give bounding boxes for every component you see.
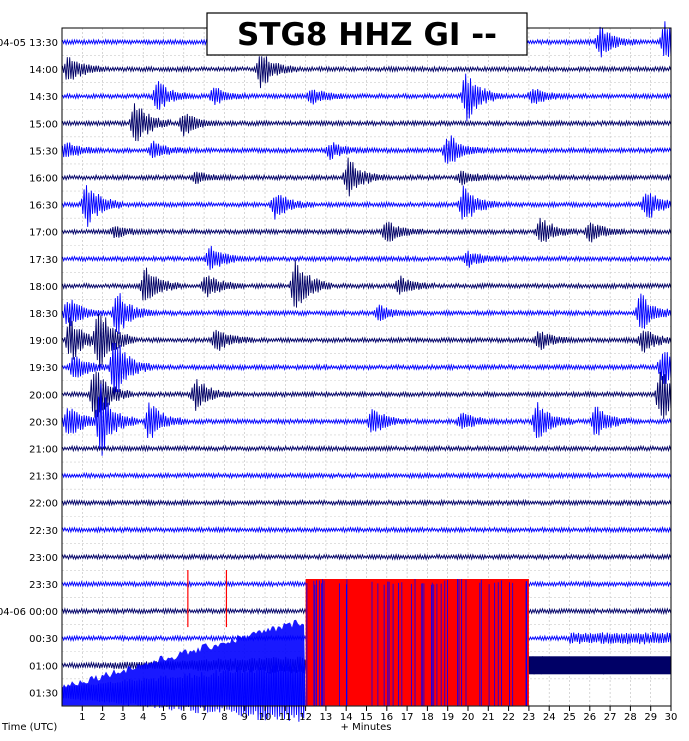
saturated-signal-block [305,579,529,706]
x-tick-label: 15 [360,712,373,723]
trace-row [62,185,672,227]
seismic-traces [62,21,672,722]
time-axis-labels: 04-05 13:30 14:00 14:30 15:00 15:30 16:00 16:3… [0,38,58,699]
x-tick-label: 14 [340,712,353,723]
chart-title: STG8 HHZ GI -- [237,17,497,53]
x-tick-label: 4 [140,712,146,723]
trace-row [62,371,672,420]
x-tick-label: 8 [221,712,227,723]
row-time-label: 21:00 [29,445,58,456]
x-tick-label: 18 [421,712,434,723]
row-time-label: 18:30 [29,309,58,320]
x-tick-label: 23 [523,712,536,723]
x-tick-label: 28 [624,712,637,723]
trace-row [62,313,672,371]
x-axis-title: + Minutes [341,722,392,733]
x-tick-label: 2 [99,712,105,723]
x-tick-label: 24 [543,712,556,723]
x-tick-label: 21 [482,712,495,723]
row-time-label: 16:00 [29,174,58,185]
row-time-label: 20:30 [29,417,58,428]
x-tick-label: 19 [441,712,454,723]
x-tick-label: 9 [242,712,248,723]
trace-row [62,498,672,507]
row-time-label: 15:30 [29,146,58,157]
trace-row [62,383,672,456]
x-tick-label: 6 [181,712,187,723]
x-tick-label: 13 [320,712,333,723]
row-time-label: 17:00 [29,228,58,239]
row-time-label: 20:00 [29,390,58,401]
tremor-ramp [62,619,306,706]
x-tick-label: 11 [279,712,292,723]
x-tick-label: 3 [120,712,126,723]
row-time-label: 14:30 [29,92,58,103]
trace-row [62,552,672,561]
row-time-label: 00:30 [29,634,58,645]
x-tick-label: 5 [160,712,166,723]
title-box [206,12,528,56]
trace-row [62,245,672,270]
trace-row [62,217,672,243]
x-tick-label: 16 [380,712,393,723]
x-tick-label: 12 [299,712,312,723]
trace-row [62,259,672,308]
trace-row [62,471,672,480]
x-tick-label: 1 [79,712,85,723]
row-time-label: 23:30 [29,580,58,591]
trace-row [62,103,672,142]
y-axis-title: Time (UTC) [1,722,57,733]
row-time-label: 17:30 [29,255,58,266]
row-time-label: 01:00 [29,661,58,672]
trace-row [62,56,672,89]
trace-row [62,157,672,197]
row-time-label: 19:30 [29,363,58,374]
x-tick-label: 10 [259,712,272,723]
x-tick-label: 30 [665,712,678,723]
trace-row [62,135,672,164]
row-time-label: 01:30 [29,688,58,699]
x-tick-label: 20 [462,712,475,723]
x-tick-label: 17 [401,712,414,723]
row-time-label: 15:00 [29,119,58,130]
x-tick-label: 7 [201,712,207,723]
row-time-label: 19:00 [29,336,58,347]
x-tick-label: 25 [563,712,576,723]
x-tick-label: 26 [583,712,596,723]
trace-row [62,293,672,335]
row-time-label: 18:00 [29,282,58,293]
row-time-label: 21:30 [29,472,58,483]
row-time-label: 04-05 13:30 [0,38,58,49]
trace-row [62,342,672,398]
x-tick-label: 22 [502,712,515,723]
row-time-label: 23:00 [29,553,58,564]
x-tick-label: 27 [604,712,617,723]
trace-row [62,525,672,534]
x-tick-label: 29 [644,712,657,723]
row-time-label: 22:00 [29,499,58,510]
row-time-label: 04-06 00:00 [0,607,58,618]
trace-row [62,73,672,122]
row-time-label: 14:00 [29,65,58,76]
trace-row [62,444,672,453]
row-time-label: 22:30 [29,526,58,537]
minute-axis-ticks: 1 2 3 4 5 6 7 8 9 10 11 12 13 14 15 16 17 18 19 20 21 22 23 24 2… [79,706,677,723]
row-time-label: 16:30 [29,201,58,212]
post-event-noise-band [528,656,671,675]
